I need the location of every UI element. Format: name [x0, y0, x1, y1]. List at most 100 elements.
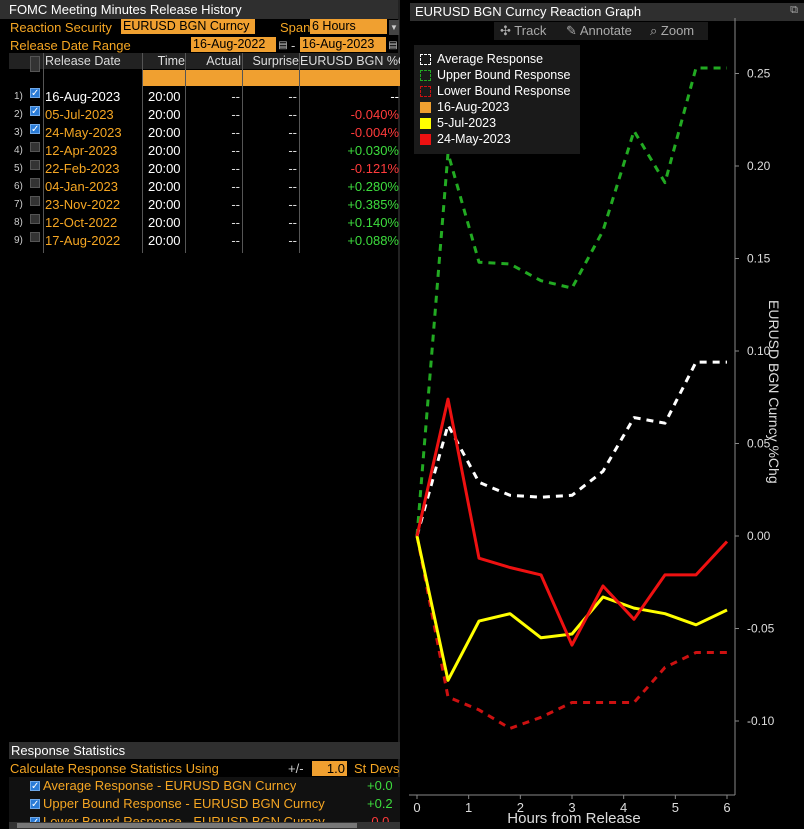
series-line-5-jul-2023 [415, 535, 728, 682]
track-button[interactable]: ✣ Track [500, 22, 546, 40]
col-pct-chg[interactable]: EURUSD BGN %Chg [300, 54, 400, 68]
col-release-date[interactable]: Release Date [45, 54, 121, 68]
range-start-field[interactable]: 16-Aug-2022 [191, 37, 276, 52]
reaction-chart[interactable]: -0.10 -0.05 0.00 0.05 0.10 0.15 0.20 0.25 0 1 2 3 4 5… [404, 0, 804, 829]
table-row[interactable]: 6) 04-Jan-2023 20:00 -- -- +0.280% [0, 178, 400, 196]
range-end-field[interactable]: 16-Aug-2023 [300, 37, 386, 52]
row-checkbox[interactable] [30, 178, 40, 188]
stdev-field[interactable]: 1.0 [312, 761, 347, 776]
row-checkbox[interactable] [30, 196, 40, 206]
span-field[interactable]: 6 Hours [310, 19, 387, 34]
legend-label: Lower Bound Response [437, 84, 571, 98]
reaction-security-field[interactable]: EURUSD BGN Curncy [121, 19, 255, 34]
y-tick-label: 0.25 [747, 67, 771, 81]
table-row[interactable]: 5) 22-Feb-2023 20:00 -- -- -0.121% [0, 160, 400, 178]
row-checkbox[interactable] [30, 232, 40, 242]
row-checkbox[interactable] [30, 106, 40, 116]
calendar-start-icon[interactable]: ▤ [278, 40, 288, 51]
row-number: 3) [14, 127, 23, 138]
track-label: Track [514, 23, 547, 38]
table-row[interactable]: 2) 05-Jul-2023 20:00 -- -- -0.040% [0, 106, 400, 124]
legend-swatch [420, 86, 431, 97]
legend-label: Upper Bound Response [437, 68, 571, 82]
stat-checkbox[interactable] [30, 781, 40, 791]
stat-row-average[interactable]: Average Response - EURUSD BGN Curncy +0.… [9, 777, 400, 795]
stat-label: Lower Bound Response - EURUSD BGN Curncy [43, 814, 325, 822]
col-time[interactable]: Time [157, 54, 185, 68]
series-line-lower-bound-response [415, 535, 727, 730]
x-tick-label: 2 [517, 800, 524, 815]
pencil-icon: ✎ [566, 23, 577, 38]
stat-row-lower[interactable]: Lower Bound Response - EURUSD BGN Curncy… [9, 813, 400, 822]
panel-title: FOMC Meeting Minutes Release History [0, 0, 398, 19]
pct-chg-cell: -0.040% [350, 107, 399, 122]
y-tick-label: 0.05 [747, 437, 771, 451]
table-row[interactable]: 9) 17-Aug-2022 20:00 -- -- +0.088% [0, 232, 400, 250]
row-number: 2) [14, 109, 23, 120]
stat-value: +0.0 [367, 778, 393, 793]
span-dropdown-icon[interactable]: ▼ [389, 20, 399, 35]
table-header: Release Date Time Actual Surprise EURUSD… [9, 53, 400, 72]
surprise-cell: -- [288, 107, 297, 122]
table-row[interactable]: 4) 12-Apr-2023 20:00 -- -- +0.030% [0, 142, 400, 160]
row-number: 5) [14, 163, 23, 174]
row-number: 9) [14, 235, 23, 246]
stat-row-upper[interactable]: Upper Bound Response - EURUSD BGN Curncy… [9, 795, 400, 813]
pct-chg-cell: +0.385% [347, 197, 399, 212]
reaction-graph-panel: EURUSD BGN Curncy Reaction Graph ⧉ ✣ Tra… [404, 0, 804, 829]
restore-window-icon[interactable]: ⧉ [790, 4, 798, 16]
release-date-cell: 04-Jan-2023 [45, 179, 118, 194]
y-tick-label: 0.20 [747, 159, 771, 173]
row-checkbox[interactable] [30, 214, 40, 224]
filter-row[interactable] [142, 70, 400, 86]
table-row[interactable]: 7) 23-Nov-2022 20:00 -- -- +0.385% [0, 196, 400, 214]
zoom-button[interactable]: ⌕ Zoom [650, 22, 694, 40]
x-tick-label: 0 [413, 800, 420, 815]
release-range-label: Release Date Range [10, 38, 131, 53]
horizontal-scrollbar[interactable] [9, 822, 400, 829]
row-number: 6) [14, 181, 23, 192]
row-checkbox[interactable] [30, 88, 40, 98]
x-tick-label: 3 [568, 800, 575, 815]
stat-checkbox[interactable] [30, 799, 40, 809]
legend-label: 24-May-2023 [437, 132, 511, 146]
release-date-cell: 23-Nov-2022 [45, 197, 121, 212]
y-tick-label: 0.00 [747, 529, 771, 543]
x-axis-label: Hours from Release [507, 810, 641, 827]
row-checkbox[interactable] [30, 160, 40, 170]
graph-title: EURUSD BGN Curncy Reaction Graph [410, 3, 804, 21]
surprise-cell: -- [288, 233, 297, 248]
y-tick-label: 0.10 [747, 344, 771, 358]
surprise-cell: -- [288, 179, 297, 194]
surprise-cell: -- [288, 197, 297, 212]
row-checkbox[interactable] [30, 124, 40, 134]
legend-label: Average Response [437, 52, 544, 66]
pct-chg-cell: -- [390, 89, 399, 104]
annotate-button[interactable]: ✎ Annotate [566, 22, 632, 40]
row-number: 1) [14, 91, 23, 102]
select-all-checkbox[interactable] [30, 56, 40, 72]
table-row[interactable]: 8) 12-Oct-2022 20:00 -- -- +0.140% [0, 214, 400, 232]
calendar-end-icon[interactable]: ▤ [388, 40, 398, 51]
legend-label: 16-Aug-2023 [437, 100, 510, 114]
table-row[interactable]: 1) 16-Aug-2023 20:00 -- -- -- [0, 88, 400, 106]
time-cell: 20:00 [148, 89, 181, 104]
actual-cell: -- [231, 215, 240, 230]
row-checkbox[interactable] [30, 142, 40, 152]
stat-checkbox[interactable] [30, 817, 40, 822]
col-actual[interactable]: Actual [206, 54, 241, 68]
y-tick-label: -0.10 [747, 714, 775, 728]
row-number: 8) [14, 217, 23, 228]
col-surprise[interactable]: Surprise [252, 54, 299, 68]
scrollbar-thumb[interactable] [17, 823, 357, 828]
table-row[interactable]: 3) 24-May-2023 20:00 -- -- -0.004% [0, 124, 400, 142]
release-date-cell: 12-Oct-2022 [45, 215, 118, 230]
series-line-upper-bound-response [415, 66, 727, 537]
x-tick-label: 5 [672, 800, 679, 815]
time-cell: 20:00 [148, 161, 181, 176]
surprise-cell: -- [288, 89, 297, 104]
legend-label: 5-Jul-2023 [437, 116, 497, 130]
series-line-24-may-2023 [415, 397, 729, 647]
stat-label: Upper Bound Response - EURUSD BGN Curncy [43, 796, 325, 811]
actual-cell: -- [231, 197, 240, 212]
